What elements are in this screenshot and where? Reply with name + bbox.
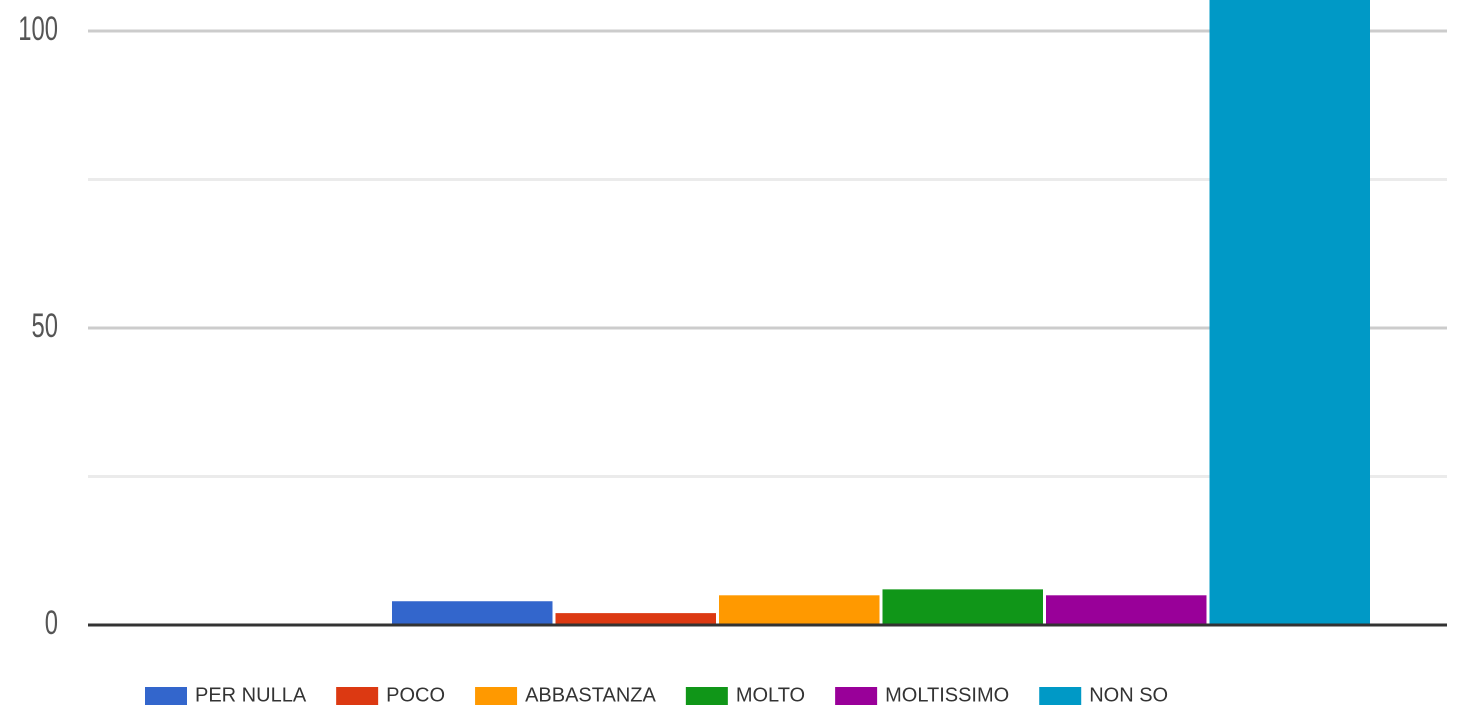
legend-label: MOLTO — [736, 684, 805, 706]
bar — [719, 595, 880, 625]
legend-label: MOLTISSIMO — [885, 684, 1009, 706]
legend-swatch — [475, 687, 518, 705]
bar — [882, 589, 1043, 625]
y-tick-label: 100 — [18, 10, 58, 48]
legend-label: NON SO — [1089, 684, 1168, 706]
legend-label: ABBASTANZA — [525, 684, 656, 706]
legend-label: PER NULLA — [195, 684, 307, 706]
legend-swatch — [145, 687, 187, 705]
bar — [555, 613, 716, 625]
bar — [392, 601, 553, 625]
legend-swatch — [336, 687, 379, 705]
legend-swatch — [685, 687, 728, 705]
bar — [1209, 0, 1370, 626]
legend-label: POCO — [386, 684, 445, 706]
y-tick-label: 0 — [45, 604, 58, 642]
legend-swatch — [835, 687, 878, 705]
y-tick-label: 50 — [32, 307, 58, 345]
legend-swatch — [1039, 687, 1082, 705]
bar — [1046, 595, 1207, 625]
